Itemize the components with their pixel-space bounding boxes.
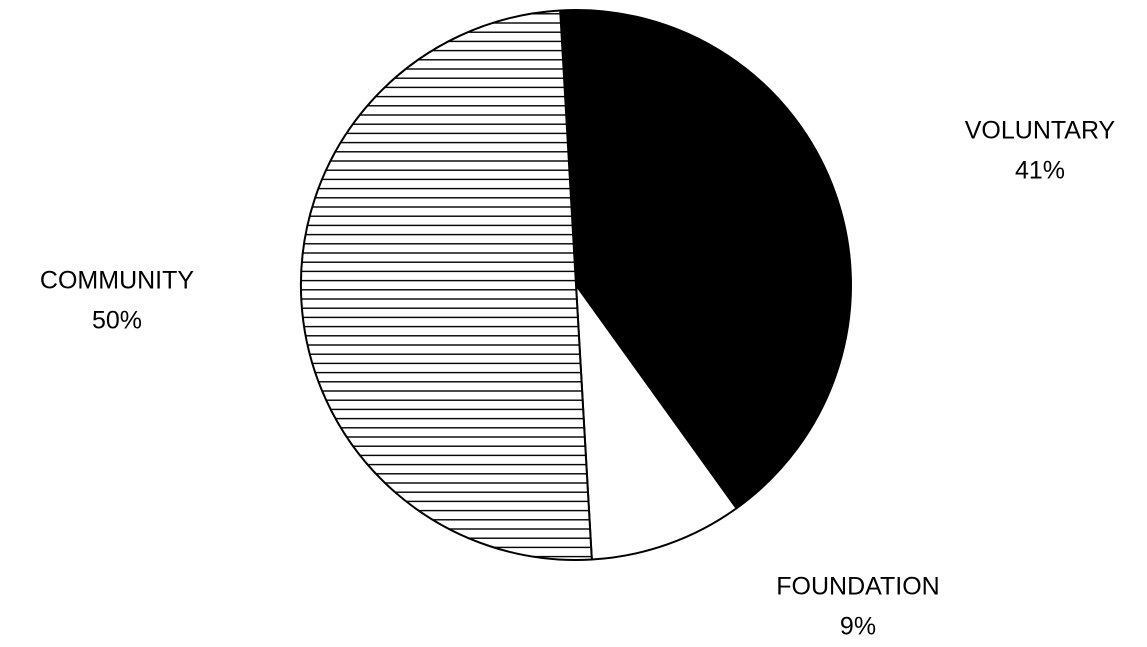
slice-label: FOUNDATION	[776, 573, 939, 601]
slice-label: VOLUNTARY	[965, 117, 1116, 145]
slice-value-label: 50%	[92, 307, 142, 335]
pie-slice	[299, 9, 593, 561]
slice-value-label: 9%	[840, 613, 876, 641]
pie-slice	[575, 284, 738, 561]
slice-label: COMMUNITY	[40, 267, 194, 295]
slice-value-label: 41%	[1015, 157, 1065, 185]
pie-slice	[559, 9, 852, 510]
